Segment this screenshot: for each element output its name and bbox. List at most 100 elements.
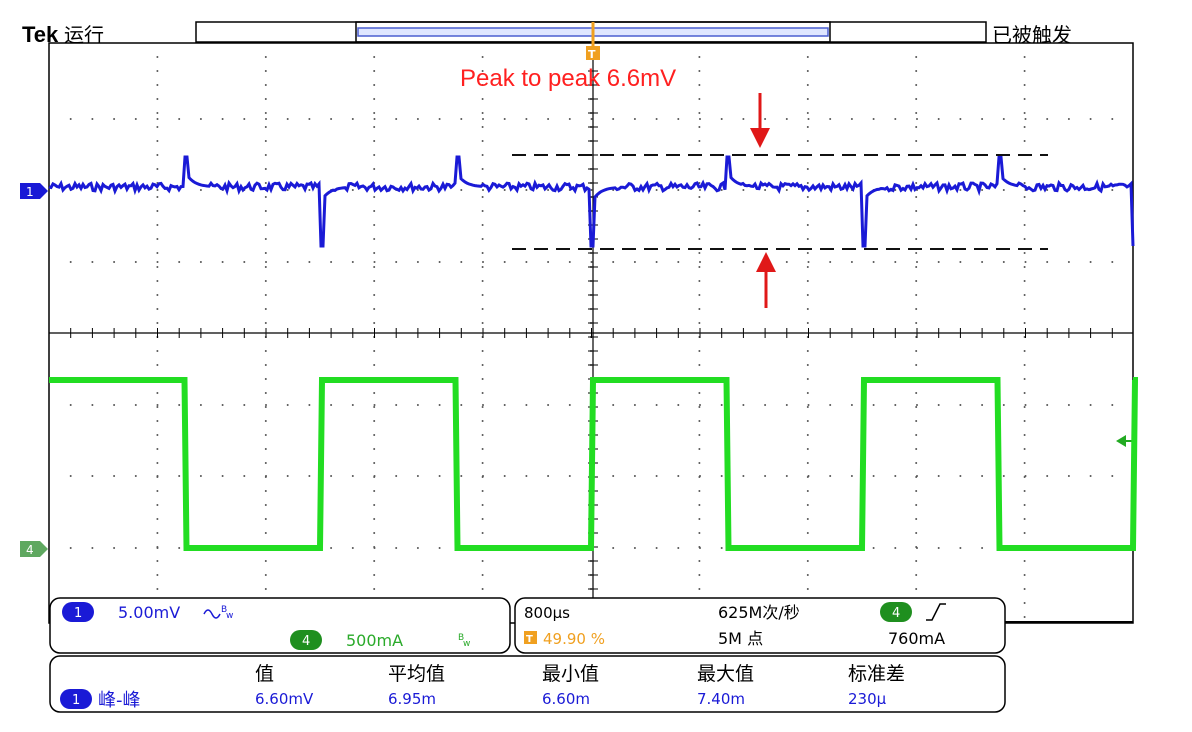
grid-dot (416, 261, 419, 263)
grid-dot (308, 118, 311, 120)
grid-dot (1023, 602, 1026, 604)
grid-dot (503, 189, 506, 191)
grid-dot (156, 588, 159, 590)
grid-dot (330, 547, 333, 549)
measurement-channel: 1 (72, 693, 80, 708)
grid-dot (806, 126, 809, 128)
grid-dot (1024, 404, 1027, 406)
grid-dot (568, 404, 571, 406)
value-mean: 6.95m (388, 690, 436, 708)
grid-dot (481, 574, 484, 576)
grid-dot (1002, 404, 1005, 406)
grid-dot (69, 404, 72, 406)
measurement-name: 峰-峰 (98, 690, 141, 711)
grid-dot (286, 475, 289, 477)
grid-dot (373, 280, 376, 282)
grid-dot (742, 475, 745, 477)
grid-dot (416, 404, 419, 406)
grid-dot (351, 189, 354, 191)
grid-dot (937, 118, 940, 120)
grid-dot (91, 261, 94, 263)
grid-dot (915, 168, 918, 170)
grid-dot (156, 434, 159, 436)
grid-dot (1023, 126, 1026, 128)
grid-dot (698, 238, 701, 240)
grid-dot (264, 224, 267, 226)
trigger-position-marker[interactable]: T (586, 22, 600, 61)
grid-dot (264, 504, 267, 506)
grid-dot (915, 112, 918, 114)
grid-dot (850, 475, 853, 477)
grid-dot (373, 532, 376, 534)
grid-dot (568, 118, 571, 120)
grid-dot (894, 404, 897, 406)
channel-info-panel[interactable]: 1 5.00mV B w 4 500mA B w (49, 597, 511, 654)
grid-dot (677, 189, 680, 191)
grid-dot (178, 475, 181, 477)
grid-dot (156, 475, 159, 477)
grid-dot (156, 406, 159, 408)
grid-dot (265, 118, 267, 120)
grid-dot (221, 404, 224, 406)
grid-dot (481, 364, 484, 366)
ac-coupling-bandwidth-icon: B w (203, 605, 233, 621)
grid-dot (243, 118, 246, 120)
trigger-level-marker[interactable] (1116, 435, 1132, 447)
grid-dot (547, 189, 550, 191)
grid-dot (243, 261, 246, 263)
grid-dot (481, 280, 484, 282)
svg-text:T: T (588, 48, 596, 61)
grid-dot (720, 547, 723, 549)
record-view-bar[interactable] (195, 21, 987, 43)
grid-dot (915, 238, 918, 240)
grid-dot (720, 404, 723, 406)
grid-dot (91, 118, 94, 120)
grid-dot (806, 238, 809, 240)
grid-dot (264, 154, 267, 156)
grid-dot (677, 118, 680, 120)
grid-dot (481, 378, 484, 380)
grid-dot (416, 118, 419, 120)
grid-dot (373, 490, 376, 492)
measurement-panel[interactable]: 值 平均值 最小值 最大值 标准差 1 峰-峰 6.60mV 6.95m 6.6… (49, 655, 1006, 713)
grid-dot (91, 547, 94, 549)
grid-dot (1002, 118, 1005, 120)
grid-dot (134, 118, 137, 120)
grid-dot (1024, 118, 1027, 120)
grid-dot (438, 475, 441, 477)
grid-dot (481, 392, 484, 394)
grid-dot (481, 406, 484, 408)
grid-dot (351, 404, 354, 406)
grid-dot (156, 266, 159, 268)
measurement-channel-badge (60, 689, 92, 709)
timebase-panel[interactable]: 800µs T 49.90 % 625M次/秒 5M 点 4 760mA (514, 597, 1006, 654)
grid-dot (698, 252, 701, 254)
grid-dot (481, 532, 484, 534)
grid-dot (416, 475, 419, 477)
ch4-ground-marker[interactable]: 4 (20, 541, 48, 557)
header-value: 值 (255, 663, 274, 685)
grid-dot (156, 252, 159, 254)
grid-dot (1023, 182, 1026, 184)
trigger-source-badge (880, 602, 912, 622)
grid-dot (156, 224, 159, 226)
grid-dot (243, 475, 246, 477)
ch1-ground-marker[interactable]: 1 (20, 183, 48, 199)
grid-dot (785, 261, 788, 263)
grid-dot (655, 547, 658, 549)
grid-dot (373, 350, 376, 352)
grid-dot (221, 475, 224, 477)
grid-dot (1023, 56, 1026, 58)
grid-dot (525, 118, 528, 120)
grid-dot (850, 261, 853, 263)
grid-dot (806, 224, 809, 226)
grid-dot (915, 490, 918, 492)
grid-dot (612, 475, 615, 477)
grid-dot (1024, 475, 1027, 477)
grid-dot (264, 168, 267, 170)
grid-dot (806, 98, 809, 100)
grid-dot (807, 404, 810, 406)
grid-dot (481, 154, 484, 156)
grid-dot (330, 404, 333, 406)
grid-dot (677, 547, 680, 549)
